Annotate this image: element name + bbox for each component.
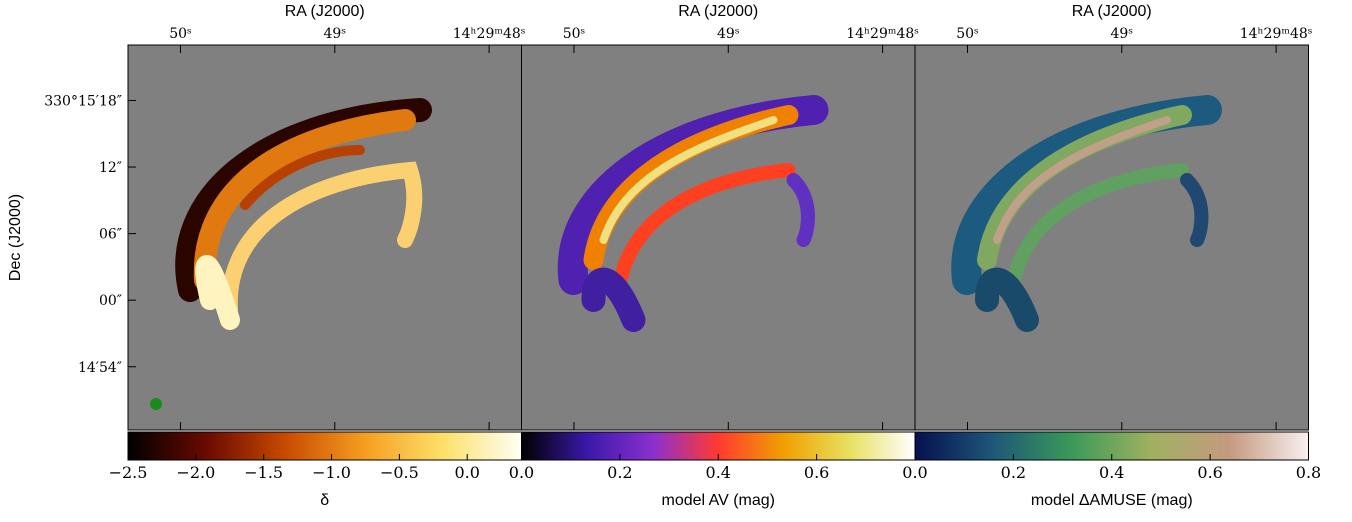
y-tick-label: 14′54″: [78, 360, 122, 376]
x-axis-label: RA (J2000): [1072, 3, 1152, 20]
beam-marker: [150, 398, 162, 410]
colorbar-tick-label: −2.0: [176, 463, 215, 482]
colorbar-tick-label: 0.8: [1296, 463, 1321, 482]
emission-region: [193, 109, 416, 291]
colorbar-tick-label: 0.4: [706, 463, 731, 482]
y-tick-label: 00″: [99, 293, 122, 309]
x-tick-label: 14ʰ29ᵐ48ˢ: [453, 26, 526, 42]
emission-region: [1180, 173, 1209, 247]
x-axis-label: RA (J2000): [678, 3, 758, 20]
y-tick-label: 06″: [99, 227, 122, 243]
x-tick-label: 49ˢ: [717, 26, 740, 42]
x-axis-label: RA (J2000): [285, 3, 365, 20]
panel-frame: [914, 44, 1309, 431]
x-tick-label: 49ˢ: [324, 26, 347, 42]
colorbar-tick-label: −2.5: [109, 463, 148, 482]
colorbar-tick-label: 0.2: [607, 463, 632, 482]
y-tick-label: 12″: [99, 160, 122, 176]
emission-region: [786, 173, 815, 247]
emission-region: [1005, 163, 1189, 297]
emission-region: [975, 267, 1039, 332]
colorbar-tick-label: 0.6: [804, 463, 829, 482]
map-emission: [175, 98, 432, 330]
emission-region: [221, 161, 423, 318]
x-tick-label: 14ʰ29ᵐ48ˢ: [1240, 26, 1313, 42]
x-tick-label: 14ʰ29ᵐ48ˢ: [846, 26, 919, 42]
colorbar-tick-label: 0.0: [902, 463, 927, 482]
x-tick-label: 49ˢ: [1111, 26, 1134, 42]
colorbar-tick-label: 0.0: [509, 463, 534, 482]
colorbar-tick-label: −1.5: [244, 463, 283, 482]
colorbar-tick-label: 0.2: [1001, 463, 1026, 482]
map-emission: [557, 95, 829, 332]
emission-region: [581, 267, 646, 332]
map-emission: [951, 95, 1222, 332]
emission-region: [599, 116, 778, 244]
colorbar-tick-label: 0.4: [1099, 463, 1124, 482]
emission-region: [195, 255, 240, 330]
colorbar-label: model ΔAMUSE (mag): [1031, 492, 1193, 509]
colorbar-tick-label: −1.0: [312, 463, 351, 482]
emission-region: [240, 145, 365, 210]
colorbar: [127, 431, 522, 461]
emission-region: [993, 116, 1171, 244]
colorbar-label: model AV (mag): [661, 492, 775, 509]
colorbar-label: δ: [320, 492, 329, 509]
emission-region: [611, 163, 796, 297]
y-tick-label: 330°15′18″: [44, 93, 122, 109]
x-tick-label: 50ˢ: [563, 26, 586, 42]
x-tick-label: 50ˢ: [169, 26, 192, 42]
colorbar-tick-label: 0.6: [1197, 463, 1222, 482]
y-axis-label: Dec (J2000): [7, 194, 24, 281]
x-tick-label: 50ˢ: [956, 26, 979, 42]
colorbar-tick-label: 0.0: [454, 463, 479, 482]
colorbar-tick-label: −0.5: [380, 463, 419, 482]
